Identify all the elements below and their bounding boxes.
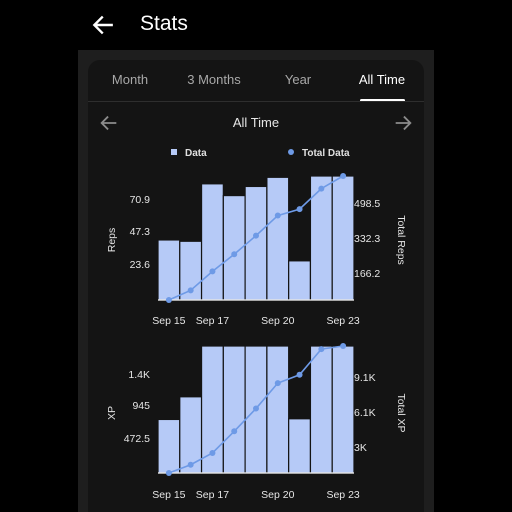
x-tick-label: Sep 15 <box>152 489 185 501</box>
bar-1 <box>179 396 203 474</box>
total-point-8 <box>340 343 347 349</box>
y-axis-title: Reps <box>106 228 118 253</box>
bar-5 <box>266 176 290 301</box>
y2-tick-label: 498.5 <box>354 198 380 210</box>
tab-all-time[interactable]: All Time <box>358 72 406 87</box>
legend-data[interactable]: Data <box>171 148 207 159</box>
y2-axis-title: Total XP <box>395 393 407 432</box>
x-tick-label: Sep 23 <box>326 315 359 327</box>
y2-tick-label: 166.2 <box>354 268 380 280</box>
bar-7 <box>309 345 333 474</box>
x-tick-label: Sep 20 <box>261 315 294 327</box>
y2-tick-label: 332.3 <box>354 233 380 245</box>
total-point-6 <box>296 206 303 213</box>
bar-7 <box>309 175 333 301</box>
tab-indicator <box>360 99 405 102</box>
y2-axis-title: Total Reps <box>395 215 407 265</box>
total-point-2 <box>209 449 216 456</box>
period-label: All Time <box>232 115 280 130</box>
x-tick-label: Sep 15 <box>152 315 185 327</box>
legend-data-label: Data <box>185 148 207 159</box>
total-point-0 <box>165 470 172 476</box>
page-title: Stats <box>140 12 188 35</box>
y-tick-label: 70.9 <box>130 194 151 206</box>
x-tick-label: Sep 17 <box>196 315 229 327</box>
back-arrow-icon[interactable] <box>90 12 116 38</box>
total-point-7 <box>318 185 325 192</box>
total-point-5 <box>274 380 281 387</box>
bar-0 <box>157 418 181 474</box>
y-tick-label: 23.6 <box>130 259 151 271</box>
x-tick-label: Sep 23 <box>326 489 359 501</box>
bar-3 <box>222 345 246 474</box>
y-tick-label: 1.4K <box>128 369 150 381</box>
bar-6 <box>288 418 312 474</box>
tab-month[interactable]: Month <box>111 72 149 87</box>
y-axis-title: XP <box>106 406 118 420</box>
period-tabs: Month 3 Months Year All Time <box>88 60 424 102</box>
total-point-1 <box>187 461 194 468</box>
total-point-5 <box>274 212 281 219</box>
previous-period-icon[interactable] <box>98 112 120 134</box>
app-bar: Stats <box>0 0 512 50</box>
total-point-3 <box>231 428 238 435</box>
legend-line-dot <box>288 149 294 155</box>
reps-chart: Sep 15 Sep 17 Sep 20 Sep 23 23.6 47.3 70.9 166.… <box>106 173 407 327</box>
total-point-1 <box>187 287 194 294</box>
xp-chart: Sep 15 Sep 17 Sep 20 Sep 23 472.5 945 1.4K 3K 6.… <box>106 343 407 501</box>
total-point-4 <box>253 405 259 412</box>
bar-8 <box>331 175 355 301</box>
total-point-3 <box>231 251 238 258</box>
total-point-6 <box>296 371 303 378</box>
next-period-icon[interactable] <box>392 112 414 134</box>
total-point-7 <box>318 346 325 353</box>
x-tick-label: Sep 17 <box>196 489 229 501</box>
total-point-4 <box>253 232 259 239</box>
y2-tick-label: 9.1K <box>354 372 376 384</box>
y2-tick-label: 3K <box>354 442 367 454</box>
total-point-0 <box>165 297 172 303</box>
tab-year[interactable]: Year <box>284 72 312 87</box>
total-point-8 <box>340 173 347 179</box>
y2-tick-label: 6.1K <box>354 407 376 419</box>
bar-8 <box>331 345 355 474</box>
y-tick-label: 472.5 <box>124 433 150 445</box>
tab-3-months[interactable]: 3 Months <box>187 72 241 87</box>
bar-0 <box>157 239 181 301</box>
legend-total-label: Total Data <box>302 148 350 159</box>
total-point-2 <box>209 268 216 275</box>
tabs-divider <box>88 101 424 102</box>
legend-total-data[interactable]: Total Data <box>288 148 350 159</box>
bar-2 <box>200 183 224 301</box>
y-tick-label: 945 <box>132 400 150 412</box>
y-tick-label: 47.3 <box>130 226 151 238</box>
bar-5 <box>266 345 290 474</box>
legend-bar-swatch <box>171 149 177 155</box>
bar-6 <box>288 260 312 301</box>
x-tick-label: Sep 20 <box>261 489 294 501</box>
bar-4 <box>244 185 268 301</box>
